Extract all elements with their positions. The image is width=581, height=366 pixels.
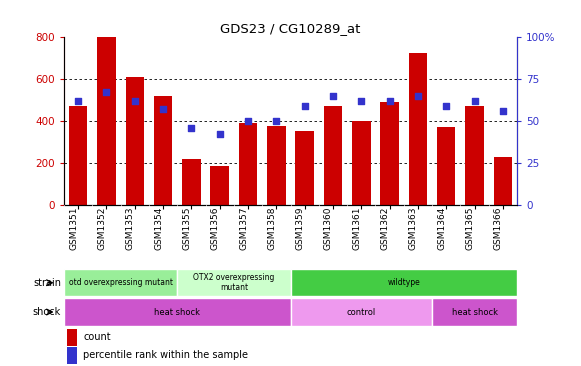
Point xyxy=(328,93,338,98)
Text: GSM1364: GSM1364 xyxy=(437,207,446,250)
Text: OTX2 overexpressing
mutant: OTX2 overexpressing mutant xyxy=(193,273,275,292)
Bar xyxy=(290,269,517,296)
Bar xyxy=(125,76,144,205)
Point xyxy=(385,98,394,104)
Bar xyxy=(352,121,371,205)
Text: GSM1361: GSM1361 xyxy=(352,207,361,250)
Bar xyxy=(437,127,456,205)
Bar xyxy=(324,106,342,205)
Point xyxy=(498,108,508,113)
Bar xyxy=(97,37,116,205)
Point xyxy=(159,106,168,112)
Text: percentile rank within the sample: percentile rank within the sample xyxy=(83,350,248,360)
Text: GSM1355: GSM1355 xyxy=(182,207,191,250)
Bar xyxy=(182,158,200,205)
Text: count: count xyxy=(83,332,111,342)
Bar xyxy=(67,329,77,346)
Bar xyxy=(465,106,484,205)
Text: GSM1360: GSM1360 xyxy=(324,207,333,250)
Bar xyxy=(64,298,290,326)
Text: otd overexpressing mutant: otd overexpressing mutant xyxy=(69,278,173,287)
Bar xyxy=(290,298,432,326)
Point xyxy=(243,118,253,124)
Bar xyxy=(210,166,229,205)
Point xyxy=(272,118,281,124)
Bar xyxy=(69,106,87,205)
Text: GSM1353: GSM1353 xyxy=(125,207,135,250)
Bar xyxy=(64,269,177,296)
Text: control: control xyxy=(347,307,376,317)
Text: heat shock: heat shock xyxy=(451,307,497,317)
Bar xyxy=(381,102,399,205)
Point xyxy=(102,89,111,95)
Bar xyxy=(154,96,172,205)
Point xyxy=(187,124,196,130)
Bar xyxy=(239,123,257,205)
Text: GSM1357: GSM1357 xyxy=(239,207,248,250)
Text: GSM1359: GSM1359 xyxy=(296,207,304,250)
Text: GSM1351: GSM1351 xyxy=(69,207,78,250)
Text: wildtype: wildtype xyxy=(388,278,420,287)
Text: GSM1365: GSM1365 xyxy=(465,207,475,250)
Text: heat shock: heat shock xyxy=(154,307,200,317)
Bar xyxy=(177,269,290,296)
Text: GDS23 / CG10289_at: GDS23 / CG10289_at xyxy=(220,22,361,35)
Text: GSM1358: GSM1358 xyxy=(267,207,277,250)
Text: GSM1356: GSM1356 xyxy=(211,207,220,250)
Text: GSM1366: GSM1366 xyxy=(494,207,503,250)
Point xyxy=(442,103,451,109)
Point xyxy=(73,98,83,104)
Point xyxy=(413,93,422,98)
Point xyxy=(470,98,479,104)
Bar xyxy=(296,131,314,205)
Point xyxy=(215,131,224,137)
Point xyxy=(300,103,309,109)
Bar xyxy=(409,53,427,205)
Point xyxy=(357,98,366,104)
Bar xyxy=(267,126,285,205)
Bar xyxy=(67,347,77,364)
Text: GSM1354: GSM1354 xyxy=(154,207,163,250)
Text: strain: strain xyxy=(33,278,61,288)
Text: GSM1363: GSM1363 xyxy=(409,207,418,250)
Text: GSM1362: GSM1362 xyxy=(381,207,390,250)
Bar xyxy=(494,157,512,205)
Text: shock: shock xyxy=(33,307,61,317)
Point xyxy=(130,98,139,104)
Bar xyxy=(432,298,517,326)
Text: GSM1352: GSM1352 xyxy=(98,207,106,250)
